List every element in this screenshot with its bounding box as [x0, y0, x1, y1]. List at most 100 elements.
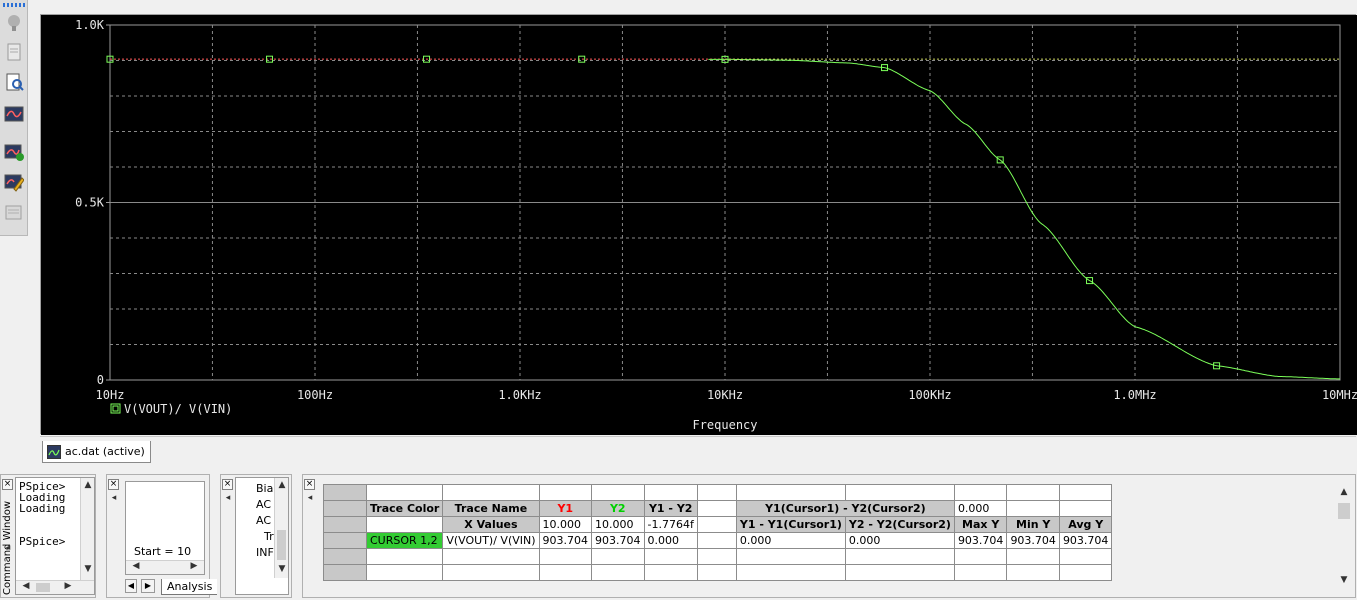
table-cell	[538, 484, 593, 501]
scroll-down-icon[interactable]: ▼	[1340, 575, 1348, 585]
scroll-down-icon[interactable]: ▼	[84, 564, 92, 574]
header-trace-name: Trace Name	[442, 500, 540, 517]
scroll-right-icon[interactable]: ▶	[190, 561, 198, 571]
table-cell	[1058, 564, 1113, 581]
row-header-cell[interactable]	[323, 484, 367, 501]
scroll-up-icon[interactable]: ▲	[84, 480, 92, 490]
table-cell	[696, 516, 737, 533]
table-cell	[1006, 564, 1060, 581]
x-value-y1: 10.000	[538, 516, 593, 533]
table-cell	[844, 564, 955, 581]
header-x-values: X Values	[442, 516, 540, 533]
delete-plot-icon[interactable]	[4, 202, 24, 222]
plot-grid	[110, 25, 1340, 380]
trace-vout-vin[interactable]	[708, 58, 1340, 380]
row-header-cell[interactable]	[323, 532, 367, 549]
analysis-vscroll[interactable]: ▲ ▼	[274, 478, 288, 578]
tab-scroll-right-icon[interactable]: ▶	[141, 579, 155, 593]
table-cell	[696, 484, 737, 501]
analysis-item[interactable]: Tr	[264, 530, 274, 543]
x-tick-label: 100KHz	[908, 388, 951, 402]
close-icon[interactable]: ×	[2, 479, 13, 490]
y2-minus-y2-cursor2-value: 0.000	[844, 532, 955, 549]
table-cell	[953, 548, 1008, 565]
table-cell	[365, 516, 444, 533]
trace-marker	[1086, 277, 1094, 285]
table-cell	[442, 564, 540, 581]
table-cell	[365, 564, 444, 581]
cursor-color-cell[interactable]: CURSOR 1,2	[365, 532, 444, 549]
row-header-cell[interactable]	[323, 548, 367, 565]
command-vscroll[interactable]: ▲ ▼	[80, 478, 94, 580]
x-tick-label: 10MHz	[1322, 388, 1357, 402]
row-header-cell[interactable]	[323, 516, 367, 533]
analysis-list-pane: × ◂ Bia AC AC Tr INF ▲ ▼	[220, 474, 292, 598]
table-cell	[643, 548, 698, 565]
trace-legend[interactable]: V(VOUT)/ V(VIN)	[124, 402, 232, 416]
scroll-up-icon[interactable]: ▲	[278, 480, 286, 490]
header-y2-minus-y2-cursor2: Y2 - Y2(Cursor2)	[844, 516, 955, 533]
row-header-cell[interactable]	[323, 500, 367, 517]
analysis-item[interactable]: Bia	[256, 482, 274, 495]
toolbar-grip[interactable]	[3, 3, 25, 7]
header-y2: Y2	[591, 500, 645, 517]
trace-marker	[423, 55, 431, 63]
vscroll-thumb[interactable]	[277, 530, 286, 560]
trace-name-cell[interactable]: V(VOUT)/ V(VIN)	[442, 532, 540, 549]
table-row	[323, 564, 1113, 581]
x-axis-ticks: 10Hz 100Hz 1.0KHz 10KHz 100KHz 1.0MHz 10MHz	[96, 388, 1357, 402]
plot-file-icon	[47, 444, 61, 459]
hscroll-thumb[interactable]	[36, 583, 50, 592]
edit-plot-icon[interactable]	[4, 172, 24, 192]
pane-scroll-indicator-icon: ◂	[307, 493, 313, 503]
vscroll-thumb[interactable]	[1338, 503, 1350, 519]
analysis-item[interactable]: AC	[256, 498, 272, 511]
x-value-diff: -1.7764f	[643, 516, 698, 533]
command-hscroll[interactable]: ◀ ▶	[16, 580, 94, 594]
table-cell	[1006, 548, 1060, 565]
trace-marker	[721, 55, 729, 63]
table-cell	[735, 548, 846, 565]
analysis-item[interactable]: INF	[256, 546, 274, 559]
trace-markers	[106, 55, 1221, 370]
scroll-left-icon[interactable]: ◀	[132, 561, 140, 571]
trace-marker	[578, 55, 586, 63]
table-cell	[696, 564, 737, 581]
probe-icon[interactable]	[4, 12, 24, 32]
analysis-item[interactable]: AC	[256, 514, 272, 527]
command-prompt[interactable]: PSpice>	[19, 535, 66, 548]
plot-window-icon[interactable]	[4, 104, 24, 124]
table-cell	[538, 564, 593, 581]
close-icon[interactable]: ×	[108, 479, 119, 490]
add-plot-icon[interactable]	[4, 142, 24, 162]
table-cell	[1058, 484, 1113, 501]
scroll-left-icon[interactable]: ◀	[22, 581, 30, 591]
tab-scroll-left-icon[interactable]: ◀	[125, 579, 137, 593]
table-cell	[844, 548, 955, 565]
document-tab-strip: ac.dat (active)	[40, 436, 1356, 464]
table-cell	[844, 484, 955, 501]
close-icon[interactable]: ×	[304, 479, 315, 490]
tab-ac-dat[interactable]: ac.dat (active)	[42, 441, 151, 463]
sim-hscroll[interactable]: ◀ ▶	[126, 560, 204, 574]
header-y1-minus-y1-cursor1: Y1 - Y1(Cursor1)	[735, 516, 846, 533]
table-cell	[1006, 484, 1060, 501]
legend-marker-icon	[110, 403, 121, 414]
table-cell	[442, 548, 540, 565]
scroll-up-icon[interactable]: ▲	[1340, 487, 1348, 497]
y-tick-label: 1.0K	[75, 18, 105, 32]
cursor-table-vscroll[interactable]: ▲ ▼	[1337, 485, 1351, 593]
table-cell	[953, 564, 1008, 581]
document-icon[interactable]	[4, 42, 24, 62]
plot-canvas[interactable]: 1.0K 0.5K 0 10Hz 100Hz 1.0KHz 10KHz 100KHz 1.0M…	[41, 15, 1357, 435]
tab-analysis[interactable]: Analysis	[161, 579, 218, 595]
table-cell	[735, 484, 846, 501]
left-toolbar	[0, 0, 28, 236]
scroll-right-icon[interactable]: ▶	[64, 581, 72, 591]
start-value: Start = 10	[134, 545, 192, 558]
scroll-down-icon[interactable]: ▼	[278, 564, 286, 574]
table-cell	[1058, 548, 1113, 565]
close-icon[interactable]: ×	[222, 479, 233, 490]
row-header-cell[interactable]	[323, 564, 367, 581]
view-output-icon[interactable]	[4, 72, 24, 92]
